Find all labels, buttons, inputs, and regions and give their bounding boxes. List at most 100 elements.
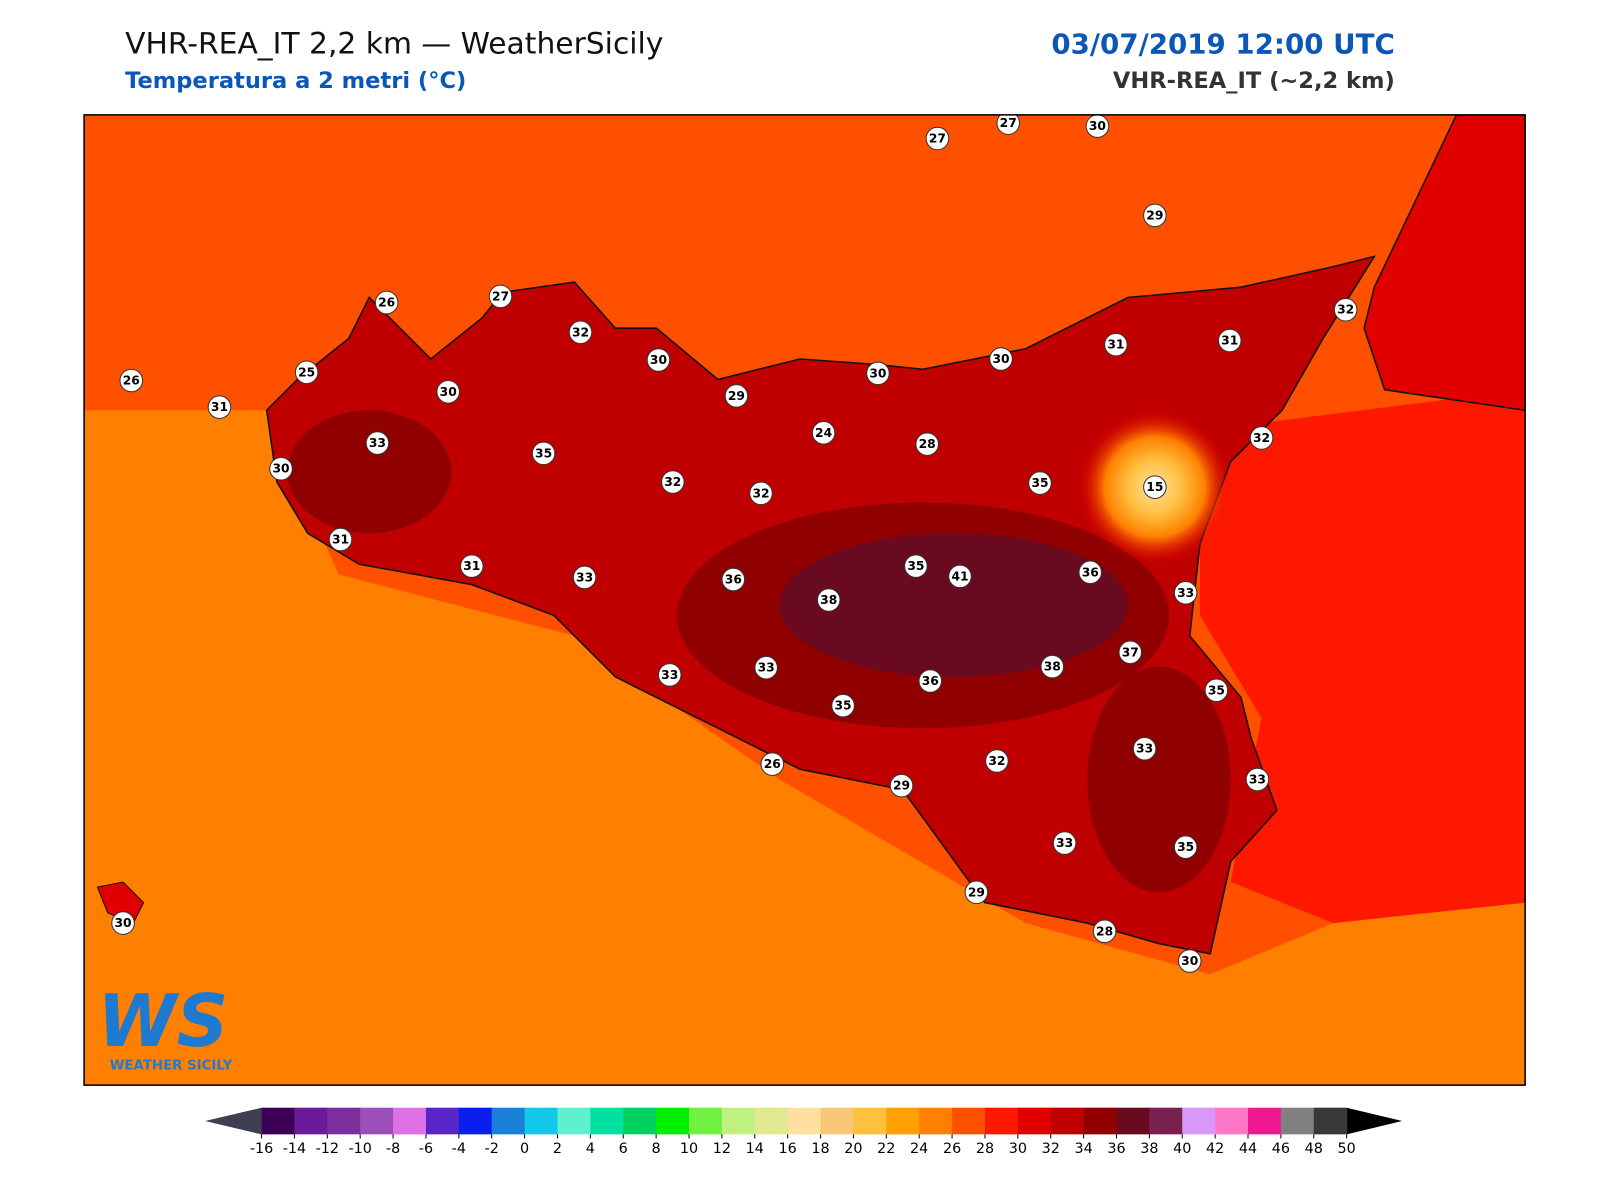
station-marker	[365, 431, 390, 455]
colorbar-bin	[1083, 1107, 1118, 1135]
colorbar-bin	[984, 1107, 1019, 1135]
colorbar-tick-label: 24	[910, 1141, 928, 1157]
colorbar-tick-label: 0	[520, 1141, 529, 1157]
colorbar-tick-label: 14	[746, 1141, 764, 1157]
station-marker	[925, 126, 950, 151]
sea-ionian	[1200, 389, 1526, 924]
colorbar-tick-label: -8	[386, 1141, 400, 1157]
colorbar-bin	[425, 1107, 460, 1135]
station-marker	[1132, 736, 1157, 761]
station: 27	[488, 284, 513, 309]
station-value: 32	[1253, 431, 1270, 445]
station: 33	[1052, 831, 1077, 855]
station-value: 29	[968, 885, 985, 899]
colorbar-tick-label: 10	[680, 1141, 698, 1157]
station-marker	[1028, 471, 1052, 495]
station-marker	[1078, 560, 1103, 585]
station-value: 27	[929, 131, 946, 145]
station-value: 30	[992, 352, 1009, 366]
station: 25	[294, 360, 319, 385]
hot-core	[779, 533, 1129, 677]
station-marker	[1217, 328, 1242, 353]
station: 28	[1092, 919, 1117, 944]
station: 31	[1104, 332, 1128, 357]
station-marker	[831, 693, 855, 718]
colorbar-tick-label: 2	[553, 1141, 562, 1157]
station-marker	[1143, 203, 1167, 228]
station: 35	[1028, 471, 1052, 495]
station-marker	[111, 911, 135, 935]
station-value: 30	[1181, 954, 1198, 968]
station-marker	[488, 284, 513, 309]
hot-area	[1087, 666, 1231, 893]
map: 27 27 30 29 26 27 32 30 26 31 25 30 29 30 30 31 31 32 33 35…	[84, 114, 1526, 1086]
colorbar-bin	[327, 1107, 361, 1135]
colorbar-tick-label: 26	[943, 1141, 961, 1157]
station: 36	[721, 567, 746, 592]
station-value: 30	[440, 385, 457, 399]
station: 29	[964, 880, 989, 905]
station-value: 33	[1056, 836, 1073, 850]
station-marker	[1173, 835, 1198, 859]
station: 31	[328, 527, 353, 552]
colorbar-bin	[787, 1107, 822, 1135]
station-value: 26	[123, 374, 140, 388]
station-marker	[889, 773, 914, 798]
colorbar-tick-label: 46	[1272, 1141, 1290, 1157]
station-value: 35	[1208, 683, 1225, 697]
station: 33	[572, 565, 597, 590]
station-value: 41	[951, 569, 968, 583]
station: 29	[1143, 203, 1167, 228]
station: 30	[269, 456, 293, 481]
station: 35	[904, 554, 928, 578]
station-marker	[811, 421, 836, 445]
station: 27	[925, 126, 950, 151]
colorbar-bin	[952, 1107, 986, 1135]
station-value: 33	[1136, 742, 1153, 756]
station-marker	[294, 360, 319, 385]
station-value: 24	[815, 426, 832, 440]
station-value: 33	[758, 661, 775, 675]
station-value: 27	[1000, 116, 1017, 130]
colorbar-bin	[1017, 1107, 1052, 1135]
colorbar-bin	[919, 1107, 953, 1135]
station-marker	[572, 565, 597, 590]
colorbar-bin	[754, 1107, 789, 1135]
station-marker	[989, 347, 1013, 371]
station: 24	[811, 421, 836, 445]
station-value: 28	[919, 437, 936, 451]
station-marker	[646, 348, 671, 372]
colorbar: -16 -14 -12 -10 -8 -6 -4 -2 0 2 4 6 8 10 12 14 16 18 20 22 2…	[205, 1107, 1403, 1157]
station: 31	[1217, 328, 1242, 353]
station: 30	[646, 348, 671, 372]
station-marker	[1173, 581, 1198, 605]
title: VHR-REA_IT 2,2 km — WeatherSicily	[125, 26, 663, 61]
colorbar-tick-label: 32	[1042, 1141, 1060, 1157]
colorbar-tick-label: 18	[811, 1141, 829, 1157]
station-marker	[1333, 297, 1358, 322]
colorbar-bin	[853, 1107, 887, 1135]
colorbar-bin	[1248, 1107, 1282, 1135]
station: 36	[1078, 560, 1103, 585]
station-value: 35	[835, 699, 852, 713]
station-marker	[964, 880, 989, 905]
colorbar-tick-label: 16	[779, 1141, 797, 1157]
station-marker	[269, 456, 293, 481]
pantelleria	[96, 881, 145, 924]
station-value: 33	[369, 436, 386, 450]
colorbar-tick-label: 34	[1074, 1141, 1092, 1157]
station-marker	[754, 655, 778, 680]
station: 26	[119, 368, 144, 393]
station-value: 36	[1082, 565, 1099, 579]
station-marker	[119, 368, 144, 393]
station-value: 25	[298, 365, 315, 379]
colorbar-bin	[261, 1107, 295, 1135]
station-marker	[1085, 114, 1110, 138]
station-value: 15	[1146, 480, 1163, 494]
station: 30	[111, 911, 135, 935]
colorbar-tick-label: 12	[713, 1141, 731, 1157]
station: 32	[1249, 426, 1274, 450]
station: 33	[657, 663, 682, 687]
